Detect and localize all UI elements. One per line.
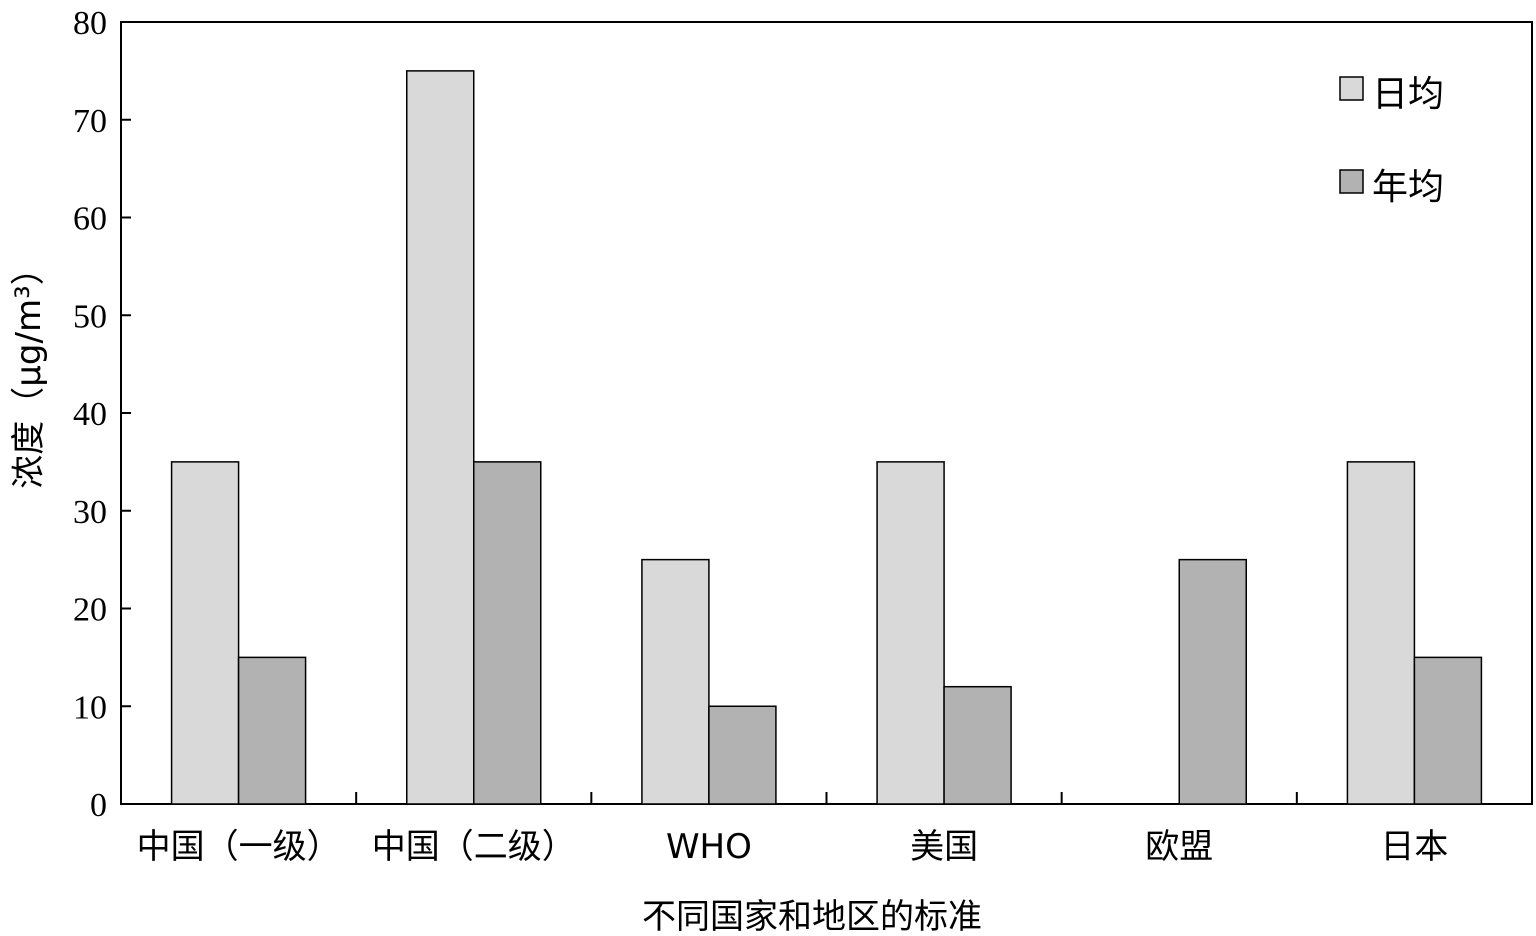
x-category-label: 中国（二级）	[372, 827, 576, 867]
bar-annual	[237, 656, 307, 805]
bars	[170, 70, 1483, 805]
legend-label-daily: 日均	[1372, 74, 1444, 115]
y-tick-label: 70	[73, 103, 107, 140]
x-axis-title: 不同国家和地区的标准	[642, 897, 982, 936]
category-labels: 中国（一级） 中国（二级） WHO 美国 欧盟 日本	[137, 827, 1449, 867]
x-category-label: 美国	[910, 827, 978, 867]
legend-label-annual: 年均	[1372, 167, 1444, 208]
legend-swatch-annual	[1339, 169, 1364, 194]
y-tick-label: 0	[90, 787, 107, 824]
bar-annual	[708, 705, 777, 805]
bar-daily	[170, 461, 240, 805]
y-axis-title: 浓度（μg/m³）	[9, 251, 49, 488]
y-tick-label: 10	[73, 689, 107, 726]
bar-annual	[1413, 656, 1483, 805]
legend: 日均 年均	[1339, 74, 1444, 208]
x-category-label: 日本	[1380, 827, 1448, 867]
y-tick-label: 80	[73, 5, 107, 42]
bar-daily	[406, 70, 475, 805]
y-tick-label: 60	[73, 201, 107, 238]
bar-annual	[1178, 558, 1247, 805]
x-category-label: WHO	[666, 827, 752, 867]
y-tick-label: 30	[73, 494, 107, 531]
x-category-label: 中国（一级）	[137, 827, 341, 867]
y-tick-label: 20	[73, 592, 107, 629]
legend-swatch-daily	[1339, 76, 1364, 101]
bar-daily	[641, 558, 710, 805]
y-tick-label: 50	[73, 298, 107, 335]
y-tick-label: 40	[73, 396, 107, 433]
bar-daily	[876, 461, 945, 805]
x-axis-ticks	[355, 792, 1298, 804]
y-axis-ticks: 0 10 20 30 40 50 60 70 80	[73, 5, 131, 824]
bar-annual	[943, 685, 1012, 805]
plot-frame	[120, 21, 1533, 805]
bar-daily	[1346, 461, 1416, 805]
bar-annual	[473, 461, 542, 805]
x-category-label: 欧盟	[1145, 827, 1213, 867]
